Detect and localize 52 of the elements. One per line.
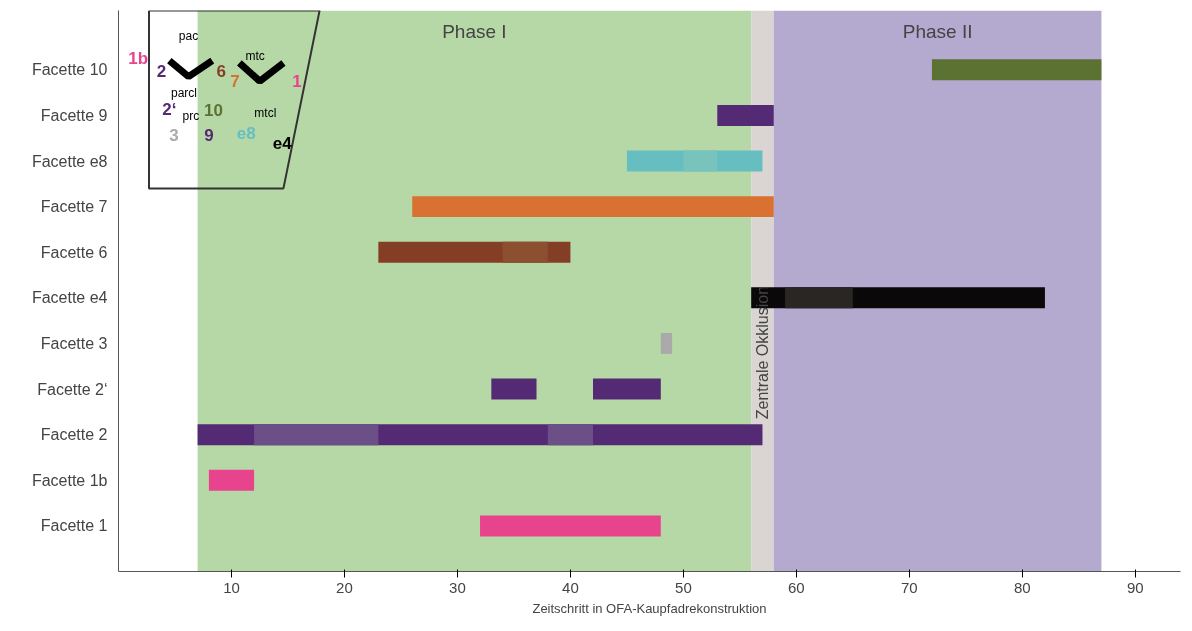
y-tick-label: Facette 1 [40, 517, 108, 535]
bar [491, 378, 537, 400]
annotation: mtcl [254, 106, 277, 121]
annotation: 7 [230, 71, 240, 91]
x-tick-label: 60 [788, 578, 805, 596]
bar [683, 150, 718, 172]
x-tick-label: 50 [675, 578, 692, 596]
x-axis-title: Zeitschritt in OFA-Kaupfadrekonstruktion [532, 600, 767, 616]
x-tick-label: 70 [901, 578, 918, 596]
bar [547, 424, 594, 446]
annotation: prc [182, 109, 200, 124]
annotation: 6 [216, 61, 227, 81]
y-tick-label: Facette 2 [40, 426, 108, 444]
band-label: Zentrale Okklusion [753, 285, 771, 420]
y-tick-label: Facette e4 [31, 289, 108, 307]
y-tick-label: Facette 3 [40, 334, 108, 352]
x-tick-label: 10 [223, 578, 240, 596]
band-label: Phase II [902, 20, 973, 42]
annotation: e4 [272, 133, 293, 153]
y-tick-label: Facette 2‘ [37, 380, 108, 398]
annotation: parcl [171, 85, 198, 100]
annotation: 2‘ [162, 100, 177, 120]
bar [717, 104, 774, 126]
x-tick-label: 90 [1126, 578, 1144, 596]
annotation: 10 [203, 100, 223, 120]
y-tick-label: Facette e8 [31, 152, 108, 170]
annotation: 9 [204, 125, 214, 145]
annotation: 1 [292, 71, 302, 91]
y-tick-label: Facette 1b [31, 471, 108, 489]
annotation: e8 [236, 123, 256, 143]
annotation: 1b [128, 48, 149, 68]
bar [785, 287, 853, 309]
bar [931, 59, 1102, 81]
bar [502, 241, 548, 263]
y-tick-label: Facette 6 [40, 243, 108, 261]
y-tick-label: Facette 7 [40, 198, 108, 216]
annotation: 3 [169, 125, 179, 145]
bar [593, 378, 661, 400]
x-tick-label: 40 [562, 578, 579, 596]
bar [480, 515, 661, 537]
x-tick-label: 30 [449, 578, 466, 596]
y-tick-label: Facette 10 [31, 61, 108, 79]
bar [660, 332, 673, 354]
annotation: pac [178, 28, 199, 43]
annotation: 2 [156, 61, 167, 81]
x-tick-label: 80 [1013, 578, 1031, 596]
bar [412, 196, 774, 218]
y-tick-label: Facette 9 [40, 106, 108, 124]
band-label: Phase I [442, 20, 507, 42]
bar [208, 469, 255, 491]
annotation: mtc [245, 49, 265, 64]
x-tick-label: 20 [336, 578, 353, 596]
